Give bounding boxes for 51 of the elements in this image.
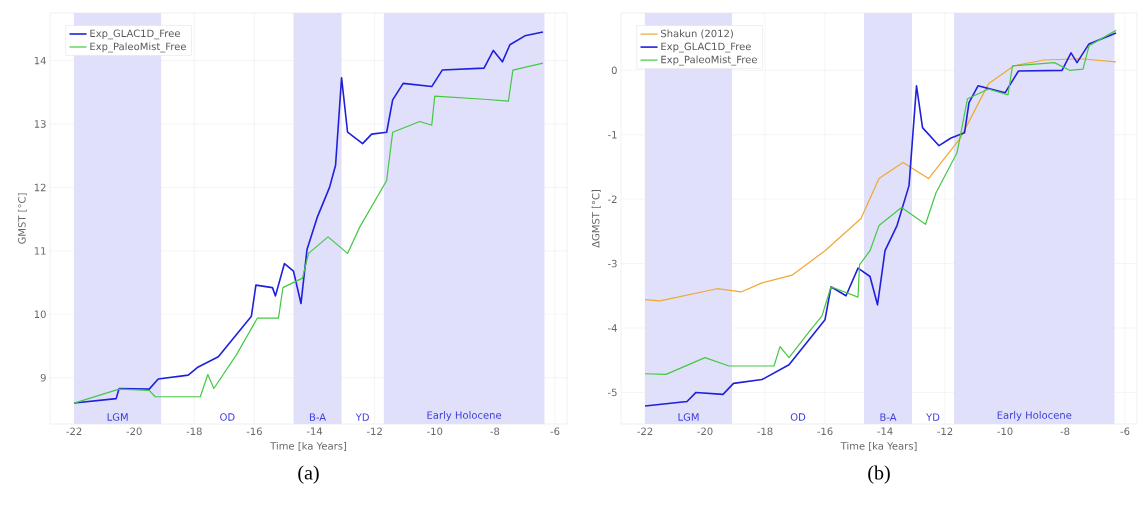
band-label: LGM (678, 413, 699, 421)
x-tick-label: -18 (186, 427, 202, 436)
x-tick-label: -6 (550, 427, 560, 436)
y-tick-label: 9 (40, 373, 46, 382)
y-tick-label: -5 (607, 388, 617, 397)
legend-label: Exp_GLAC1D_Free (661, 42, 751, 53)
legend-label: Shakun (2012) (661, 29, 733, 39)
x-axis-title: Time [ka Years] (270, 441, 347, 451)
legend-label: Exp_PaleoMist_Free (661, 55, 757, 66)
y-tick-label: 0 (611, 66, 617, 75)
x-axis-title: Time [ka Years] (840, 441, 917, 451)
x-tick-label: -12 (937, 427, 953, 435)
y-tick-label: 13 (34, 120, 46, 128)
band-label: B-A (880, 413, 897, 421)
x-tick-label: -16 (246, 427, 262, 436)
band-label: LGM (107, 413, 128, 421)
band-label: B-A (309, 413, 326, 421)
x-tick-label: -10 (427, 427, 443, 436)
x-tick-label: -6 (1120, 427, 1130, 436)
y-axis-title: ΔGMST [°C] (591, 190, 601, 248)
y-tick-label: -2 (607, 195, 617, 203)
annotation: YD (355, 413, 369, 421)
legend-label: Exp_PaleoMist_Free (90, 42, 186, 53)
x-tick-label: -22 (637, 427, 653, 435)
legend-label: Exp_GLAC1D_Free (90, 29, 180, 40)
y-tick-label: -1 (607, 131, 617, 139)
y-tick-label: 10 (34, 310, 46, 319)
x-tick-label: -22 (66, 427, 82, 435)
y-tick-label: 12 (34, 183, 46, 192)
band-label: Early Holocene (427, 411, 502, 421)
x-tick-label: -14 (877, 427, 893, 435)
y-tick-label: -3 (607, 259, 617, 268)
y-tick-label: 14 (34, 56, 46, 65)
x-tick-label: -10 (997, 427, 1013, 436)
x-tick-label: -8 (490, 427, 500, 436)
x-tick-label: -20 (126, 427, 142, 436)
x-tick-label: -8 (1060, 427, 1070, 436)
x-tick-label: -20 (697, 427, 713, 436)
text: (b) (868, 465, 890, 484)
x-tick-label: -14 (306, 427, 323, 435)
y-tick-label: -4 (607, 324, 617, 332)
annotation: OD (790, 413, 806, 421)
text: (a) (298, 465, 319, 484)
annotation: YD (926, 413, 940, 421)
x-tick-label: -16 (817, 427, 833, 436)
x-tick-label: -18 (757, 427, 773, 436)
y-axis-title: GMST [°C] (17, 193, 27, 244)
y-tick-label: 11 (34, 247, 46, 255)
annotation: OD (220, 413, 235, 421)
band-label: Early Holocene (997, 411, 1072, 421)
x-tick-label: -12 (366, 427, 382, 435)
